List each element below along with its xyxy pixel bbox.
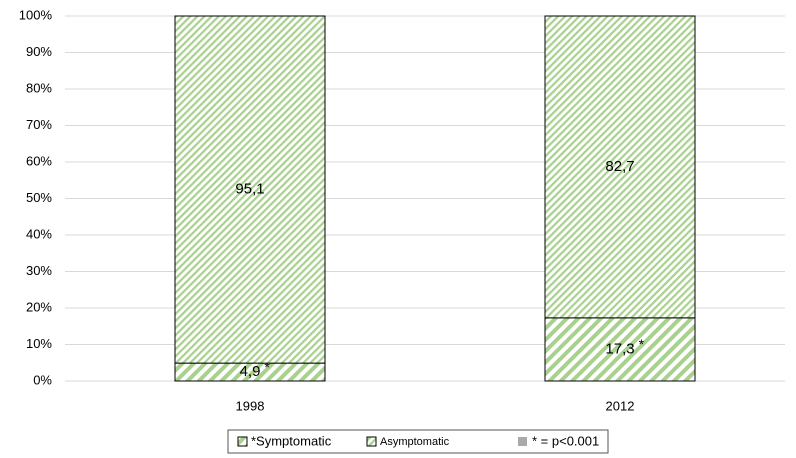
legend-label: *Symptomatic [251,433,332,448]
bar-segment [174,15,326,364]
legend-swatch [366,436,377,447]
y-tick-label: 0% [33,372,52,387]
legend-note-swatch [518,437,527,446]
legend-label: Asymptomatic [380,436,450,448]
y-tick-label: 50% [26,190,52,205]
x-tick-label: 1998 [236,398,265,413]
data-label: 4,9 [240,363,261,380]
y-tick-label: 10% [26,336,52,351]
data-label: 95,1 [235,181,264,198]
y-tick-label: 80% [26,80,52,95]
bar-segment [544,15,696,319]
legend-swatch [237,436,248,447]
data-label: 82,7 [605,158,634,175]
significance-marker: * [264,359,270,375]
y-tick-label: 100% [19,7,53,22]
y-tick-label: 70% [26,117,52,132]
legend-box [227,429,609,454]
y-tick-label: 60% [26,153,52,168]
y-tick-label: 40% [26,226,52,241]
bar-segment [544,317,696,382]
x-tick-label: 2012 [606,398,635,413]
y-tick-label: 30% [26,263,52,278]
data-label: 17,3 [605,340,634,357]
significance-marker: * [639,336,645,352]
y-tick-label: 90% [26,44,52,59]
legend-note: * = p<0.001 [532,433,599,448]
y-tick-label: 20% [26,299,52,314]
